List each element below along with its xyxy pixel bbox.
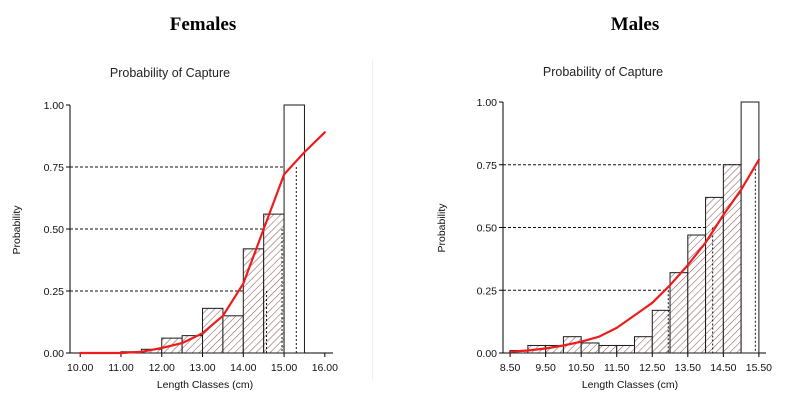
x-tick-label: 14.00 <box>230 362 256 374</box>
y-tick-label: 0.00 <box>477 348 498 360</box>
panel-divider <box>372 60 373 380</box>
x-tick-label: 12.50 <box>639 362 665 374</box>
histogram-bar <box>669 272 689 354</box>
x-axis-label: Length Classes (cm) <box>582 379 678 391</box>
x-tick-label: 12.00 <box>149 362 175 374</box>
y-tick-label: 1.00 <box>477 97 498 109</box>
histogram-bar <box>598 344 618 354</box>
y-tick-label: 0.25 <box>44 286 65 298</box>
histogram-bar <box>242 248 265 354</box>
x-tick-label: 13.00 <box>189 362 215 374</box>
histogram-bar <box>651 309 671 354</box>
y-tick-label: 1.00 <box>44 100 65 112</box>
chart-males: Probability of Capture 0.00 0.25 0.50 0.75 1.… <box>436 65 772 391</box>
x-tick-label: 16.00 <box>312 362 338 374</box>
y-tick-label: 0.75 <box>44 162 65 174</box>
histogram-bar <box>616 344 636 354</box>
panel-title-females: Females <box>169 14 237 35</box>
chart-title: Probability of Capture <box>543 65 663 79</box>
x-tick-label: 11.50 <box>604 362 630 374</box>
y-tick-label: 0.75 <box>477 160 498 172</box>
y-tick-label: 0.50 <box>44 224 65 236</box>
y-axis-label: Probability <box>11 205 23 255</box>
x-axis-label: Length Classes (cm) <box>157 379 253 391</box>
histogram-bar-full <box>740 101 760 354</box>
x-tick-label: 10.50 <box>568 362 594 374</box>
x-tick-label: 10.00 <box>67 362 93 374</box>
y-tick-label: 0.25 <box>477 285 498 297</box>
panel-title-males: Males <box>610 14 660 35</box>
x-tick-label: 15.50 <box>746 362 772 374</box>
x-tick-label: 9.50 <box>535 362 556 374</box>
y-tick-label: 0.00 <box>44 348 65 360</box>
x-tick-label: 13.50 <box>675 362 701 374</box>
histogram-bar <box>222 315 244 354</box>
histogram-bar-full <box>283 104 305 354</box>
y-axis-label: Probability <box>436 203 448 253</box>
x-tick-label: 11.00 <box>108 362 134 374</box>
selection-curve <box>79 131 326 355</box>
chart-title: Probability of Capture <box>110 66 230 80</box>
x-tick-label: 14.50 <box>710 362 736 374</box>
histogram-bar <box>634 336 653 354</box>
selection-curve <box>509 158 761 353</box>
x-tick-label: 15.00 <box>271 362 297 374</box>
x-tick-label: 8.50 <box>500 362 521 374</box>
histogram-bar <box>580 342 600 354</box>
chart-females: Probability of Capture 0.00 0.25 0.50 0.75 1.… <box>11 66 338 391</box>
y-tick-label: 0.50 <box>477 223 498 235</box>
